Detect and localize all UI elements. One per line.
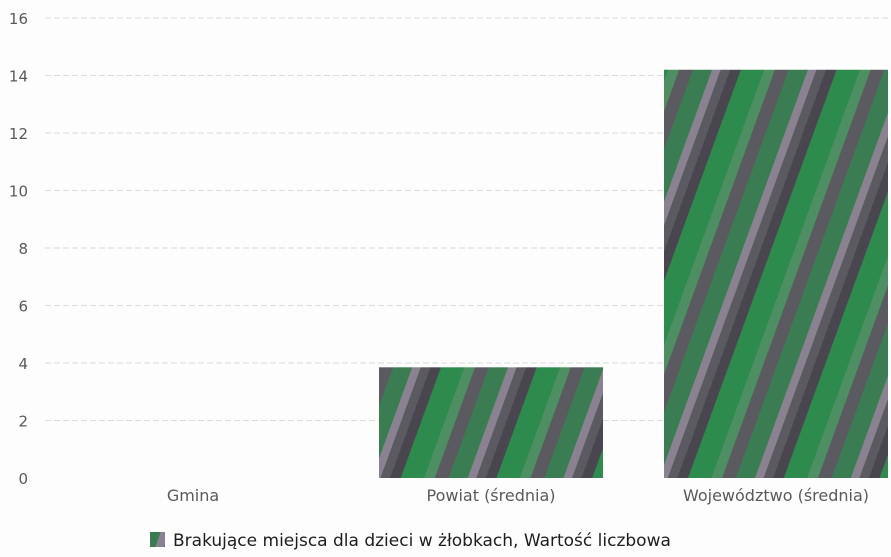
y-tick-label: 14 bbox=[9, 68, 28, 86]
y-tick-label: 2 bbox=[18, 413, 28, 431]
bars bbox=[379, 69, 888, 478]
x-category-label: Gmina bbox=[167, 486, 219, 505]
x-category-label: Województwo (średnia) bbox=[683, 486, 869, 505]
y-tick-label: 12 bbox=[9, 125, 28, 143]
x-category-label: Powiat (średnia) bbox=[427, 486, 556, 505]
legend-swatch bbox=[150, 532, 165, 547]
y-tick-label: 4 bbox=[18, 355, 28, 373]
y-tick-label: 0 bbox=[18, 470, 28, 488]
y-axis-tick-labels: 0 2 4 6 8 10 12 14 16 bbox=[9, 10, 28, 488]
legend-label: Brakujące miejsca dla dzieci w żłobkach,… bbox=[173, 531, 671, 551]
bar bbox=[664, 69, 888, 478]
bar bbox=[379, 367, 603, 478]
y-tick-label: 8 bbox=[18, 240, 28, 258]
gridlines bbox=[45, 17, 891, 421]
y-tick-label: 6 bbox=[18, 298, 28, 316]
y-tick-label: 16 bbox=[9, 10, 28, 28]
x-axis-category-labels: Gmina Powiat (średnia) Województwo (średni… bbox=[167, 486, 869, 505]
y-tick-label: 10 bbox=[9, 183, 28, 201]
legend: Brakujące miejsca dla dzieci w żłobkach,… bbox=[150, 531, 671, 551]
